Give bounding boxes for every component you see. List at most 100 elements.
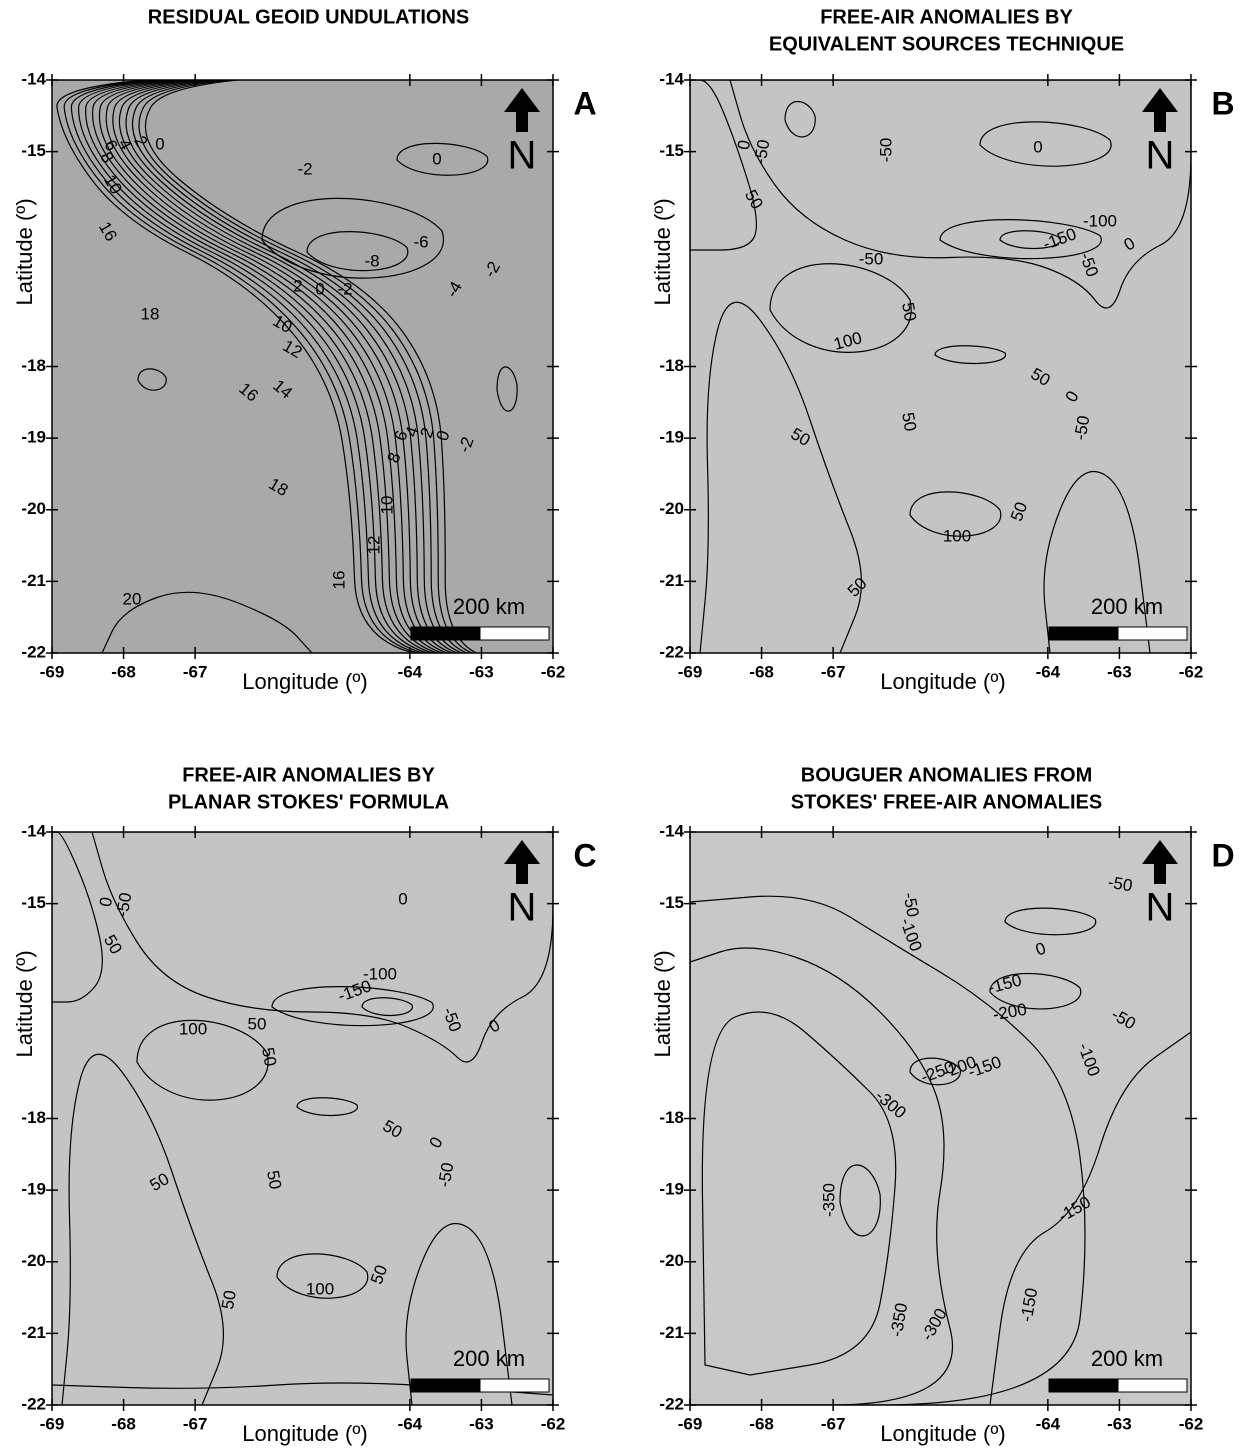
contour-band bbox=[52, 832, 103, 1003]
panel: BOUGUER ANOMALIES FROM STOKES' FREE-AIR A… bbox=[650, 764, 1235, 1446]
scale-bar-label: 200 km bbox=[1091, 1346, 1163, 1371]
contour-band bbox=[118, 80, 460, 653]
y-tick-label: -19 bbox=[659, 1180, 684, 1199]
panel-label: D bbox=[1211, 837, 1234, 873]
x-axis-label: Longitude (º) bbox=[880, 1421, 1005, 1446]
x-tick-label: -62 bbox=[1179, 1414, 1204, 1433]
y-tick-label: -15 bbox=[21, 893, 46, 912]
contour-line bbox=[271, 986, 434, 1027]
scale-bar-label: 200 km bbox=[453, 594, 525, 619]
contour-label: -350 bbox=[819, 1183, 838, 1217]
contour-line bbox=[979, 121, 1112, 167]
y-tick-label: -14 bbox=[21, 821, 46, 840]
x-axis-label: Longitude (º) bbox=[242, 1421, 367, 1446]
contour-line bbox=[137, 368, 167, 391]
contour-line bbox=[989, 972, 1082, 1010]
contour-line bbox=[405, 1222, 513, 1405]
contour-label: -2 bbox=[455, 434, 478, 455]
north-arrow bbox=[1142, 840, 1178, 884]
contour-line bbox=[769, 263, 912, 353]
contour-label: 100 bbox=[943, 526, 971, 545]
x-tick-label: -64 bbox=[1036, 1414, 1061, 1433]
contour-band bbox=[690, 947, 954, 1405]
contour-line bbox=[276, 1253, 369, 1299]
contour-label: 0 bbox=[155, 134, 164, 153]
contour-band bbox=[112, 80, 455, 653]
contour-band bbox=[105, 80, 450, 653]
x-tick-label: -69 bbox=[40, 662, 65, 681]
x-tick-label: -67 bbox=[183, 662, 208, 681]
x-tick-label: -62 bbox=[541, 1414, 566, 1433]
panel-title: RESIDUAL GEOID UNDULATIONS bbox=[148, 6, 470, 28]
y-axis-label: Latitude (º) bbox=[650, 198, 675, 305]
contour-label: -100 bbox=[1083, 211, 1117, 230]
y-tick-label: -21 bbox=[21, 1323, 46, 1342]
north-label: N bbox=[1146, 886, 1175, 930]
map bbox=[52, 832, 553, 1405]
contour-band bbox=[92, 80, 440, 653]
contour-label: -2 bbox=[337, 279, 352, 298]
x-tick-label: -68 bbox=[111, 662, 136, 681]
contour-label: -50 bbox=[876, 138, 895, 163]
x-tick-label: -63 bbox=[1107, 662, 1132, 681]
contour-label: -50 bbox=[900, 891, 923, 919]
panel-title: EQUIVALENT SOURCES TECHNIQUE bbox=[769, 33, 1124, 55]
scale-bar-white bbox=[479, 626, 550, 641]
x-tick-label: -63 bbox=[469, 662, 494, 681]
x-tick-label: -67 bbox=[821, 1414, 846, 1433]
contour-line bbox=[396, 142, 489, 176]
scale-bar-black bbox=[1048, 626, 1119, 641]
contour-label: -50 bbox=[751, 138, 774, 166]
contour-label: 100 bbox=[306, 1279, 334, 1298]
contour-line bbox=[909, 491, 1002, 537]
contour-band bbox=[63, 80, 421, 653]
contour-label: -8 bbox=[364, 251, 379, 270]
x-tick-label: -64 bbox=[1036, 662, 1061, 681]
y-axis-label: Latitude (º) bbox=[650, 950, 675, 1057]
contour-band bbox=[98, 80, 445, 653]
contour-line bbox=[839, 1164, 881, 1237]
contour-label: 20 bbox=[123, 589, 142, 608]
y-tick-label: -21 bbox=[659, 571, 684, 590]
contour-band bbox=[138, 80, 474, 653]
contour-label: 50 bbox=[248, 1014, 267, 1033]
background bbox=[690, 80, 1191, 653]
contour-line bbox=[306, 231, 409, 272]
panel-title: STOKES' FREE-AIR ANOMALIES bbox=[791, 791, 1102, 813]
y-tick-label: -18 bbox=[659, 1108, 684, 1127]
x-tick-label: -68 bbox=[749, 1414, 774, 1433]
north-arrow bbox=[1142, 88, 1178, 132]
contour-line bbox=[296, 1097, 358, 1116]
contour-label: 50 bbox=[898, 301, 920, 323]
x-axis-label: Longitude (º) bbox=[880, 669, 1005, 694]
panel-title: BOUGUER ANOMALIES FROM bbox=[801, 764, 1092, 786]
contour-label: -50 bbox=[1106, 873, 1134, 896]
x-tick-label: -67 bbox=[821, 662, 846, 681]
panel: RESIDUAL GEOID UNDULATIONS A -69 -68 -67 -64 -… bbox=[12, 6, 597, 694]
contour-label: -6 bbox=[413, 232, 428, 251]
contour-band bbox=[729, 80, 1191, 309]
y-tick-label: -22 bbox=[21, 1394, 46, 1413]
panel-title: FREE-AIR ANOMALIES BY bbox=[820, 6, 1073, 28]
y-tick-label: -19 bbox=[21, 1180, 46, 1199]
x-tick-label: -68 bbox=[749, 662, 774, 681]
contour-label: -50 bbox=[859, 249, 884, 268]
y-tick-label: -19 bbox=[21, 428, 46, 447]
x-tick-label: -69 bbox=[678, 1414, 703, 1433]
y-tick-label: -22 bbox=[659, 1394, 684, 1413]
contour-label: -50 bbox=[1071, 414, 1094, 442]
contour-line bbox=[999, 230, 1061, 249]
contour-band bbox=[77, 80, 431, 653]
y-tick-label: -20 bbox=[659, 499, 684, 518]
contour-label: 50 bbox=[263, 1169, 285, 1191]
contour-band bbox=[85, 80, 435, 653]
contour-label: 0 bbox=[734, 139, 754, 152]
x-axis-label: Longitude (º) bbox=[242, 669, 367, 694]
x-tick-label: -69 bbox=[40, 1414, 65, 1433]
contour-band bbox=[144, 80, 479, 653]
contour-label: 0 bbox=[1033, 137, 1042, 156]
panel-label: A bbox=[573, 85, 596, 121]
contour-line bbox=[52, 1382, 553, 1396]
y-tick-label: -14 bbox=[659, 821, 684, 840]
